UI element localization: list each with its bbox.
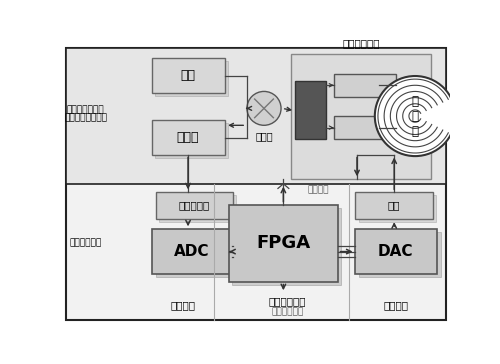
Text: ADC: ADC [174,244,210,259]
Bar [158,195,236,222]
Bar [334,116,396,139]
Bar [152,58,225,93]
Bar [232,208,340,285]
Text: 调制解调电路: 调制解调电路 [70,239,102,248]
Bar [229,205,338,282]
Bar [360,232,440,277]
Bar [66,48,446,184]
Text: 耦合器: 耦合器 [255,131,273,142]
Text: 数字信号处理: 数字信号处理 [268,296,306,306]
Bar [154,123,228,158]
Text: 驱动: 驱动 [388,200,400,210]
Bar [356,229,437,274]
Text: 光
纤
环: 光 纤 环 [412,95,418,138]
Text: DAC: DAC [378,244,414,259]
Text: 光源: 光源 [180,69,196,82]
Bar [358,195,436,222]
Circle shape [247,91,281,125]
Text: 放大、滤波: 放大、滤波 [178,200,210,210]
Text: 相位调制: 相位调制 [308,186,329,194]
Bar [156,192,233,219]
Bar [295,82,326,139]
Text: FPGA: FPGA [256,234,310,252]
Bar [152,229,233,274]
Bar [156,232,237,277]
Bar [291,55,430,179]
Text: 集成光学芯片: 集成光学芯片 [342,38,380,48]
Text: 相位反馈: 相位反馈 [384,300,408,310]
Text: 信号检测: 信号检测 [170,300,195,310]
Circle shape [375,76,456,156]
Text: 探测器: 探测器 [177,131,200,144]
Bar [356,192,433,219]
Bar [152,120,225,155]
Text: （需模拟部分别）: （需模拟部分别） [64,113,107,122]
Bar [334,74,396,97]
Text: 陀螺转速输出: 陀螺转速输出 [271,307,304,316]
Text: 光纤陀螺仪表头: 光纤陀螺仪表头 [67,106,104,114]
Bar [154,62,228,96]
